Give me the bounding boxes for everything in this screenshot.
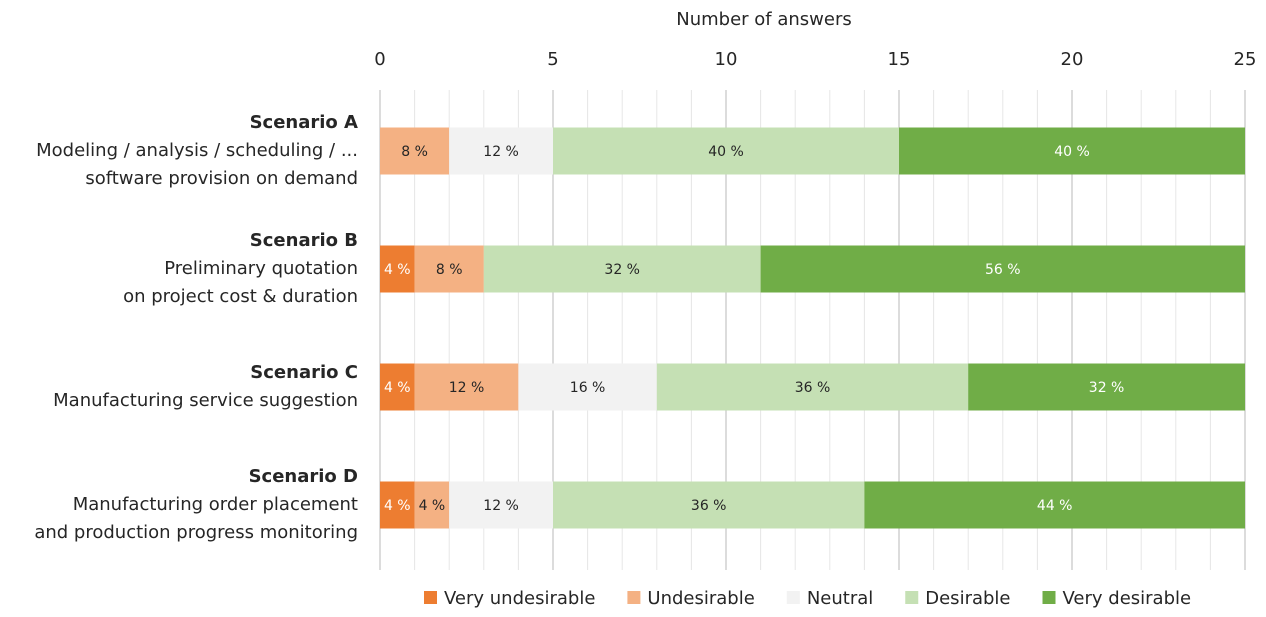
data-label: 44 % <box>1037 498 1073 514</box>
category-description: and production progress monitoring <box>34 522 358 543</box>
data-label: 32 % <box>1089 380 1125 396</box>
data-label: 12 % <box>483 498 519 514</box>
bar-segment <box>760 245 1245 293</box>
legend-swatch <box>627 591 641 604</box>
category-description: Manufacturing service suggestion <box>53 390 358 411</box>
bar-segment <box>380 127 450 175</box>
category-description: software provision on demand <box>85 168 358 189</box>
bar-segment <box>380 245 415 293</box>
category-label: Scenario B <box>250 230 358 251</box>
data-label: 32 % <box>604 262 640 278</box>
legend-swatch <box>424 591 437 604</box>
data-label: 4 % <box>384 498 411 514</box>
bar-segment <box>449 127 553 175</box>
category-label: Scenario A <box>250 112 358 133</box>
bar-segment <box>656 363 969 411</box>
x-tick-label: 25 <box>1234 49 1257 70</box>
bar-segment <box>380 481 415 529</box>
data-label: 12 % <box>449 380 485 396</box>
bar-segment <box>518 363 657 411</box>
data-label: 4 % <box>384 380 411 396</box>
bar-segment <box>864 481 1245 529</box>
data-label: 12 % <box>483 144 519 160</box>
category-description: Preliminary quotation <box>164 258 358 279</box>
legend-label: Very undesirable <box>444 588 595 609</box>
x-tick-label: 0 <box>374 49 385 70</box>
category-description: Modeling / analysis / scheduling / ... <box>36 140 358 161</box>
bar-segment <box>414 363 519 411</box>
x-tick-label: 10 <box>715 49 738 70</box>
bar-segment <box>414 481 450 529</box>
legend-label: Neutral <box>807 588 873 609</box>
legend-label: Very desirable <box>1063 588 1192 609</box>
bar-segment <box>414 245 484 293</box>
data-label: 40 % <box>708 144 744 160</box>
data-label: 4 % <box>384 262 411 278</box>
legend-swatch <box>786 591 800 604</box>
data-label: 8 % <box>401 144 428 160</box>
bar-segment <box>380 363 415 411</box>
category-description: Manufacturing order placement <box>73 494 358 515</box>
x-tick-label: 20 <box>1061 49 1084 70</box>
bar-segment <box>968 363 1245 411</box>
data-label: 8 % <box>436 262 463 278</box>
category-label: Scenario D <box>249 466 358 487</box>
category-description: on project cost & duration <box>123 286 358 307</box>
x-tick-label: 5 <box>547 49 558 70</box>
category-label: Scenario C <box>250 362 358 383</box>
bar-segment <box>553 127 899 175</box>
bar-segment <box>449 481 553 529</box>
x-tick-label: 15 <box>888 49 911 70</box>
data-label: 36 % <box>691 498 727 514</box>
data-label: 56 % <box>985 262 1021 278</box>
legend-label: Desirable <box>925 588 1010 609</box>
data-label: 4 % <box>419 498 446 514</box>
bar-segment <box>899 127 1245 175</box>
data-label: 40 % <box>1054 144 1090 160</box>
legend-swatch <box>905 591 919 604</box>
data-label: 36 % <box>795 380 831 396</box>
legend-swatch <box>1042 591 1056 604</box>
legend-label: Undesirable <box>647 588 754 609</box>
data-label: 16 % <box>570 380 606 396</box>
bar-segment <box>483 245 761 293</box>
bar-segment <box>553 481 865 529</box>
x-axis-label: Number of answers <box>676 9 852 30</box>
